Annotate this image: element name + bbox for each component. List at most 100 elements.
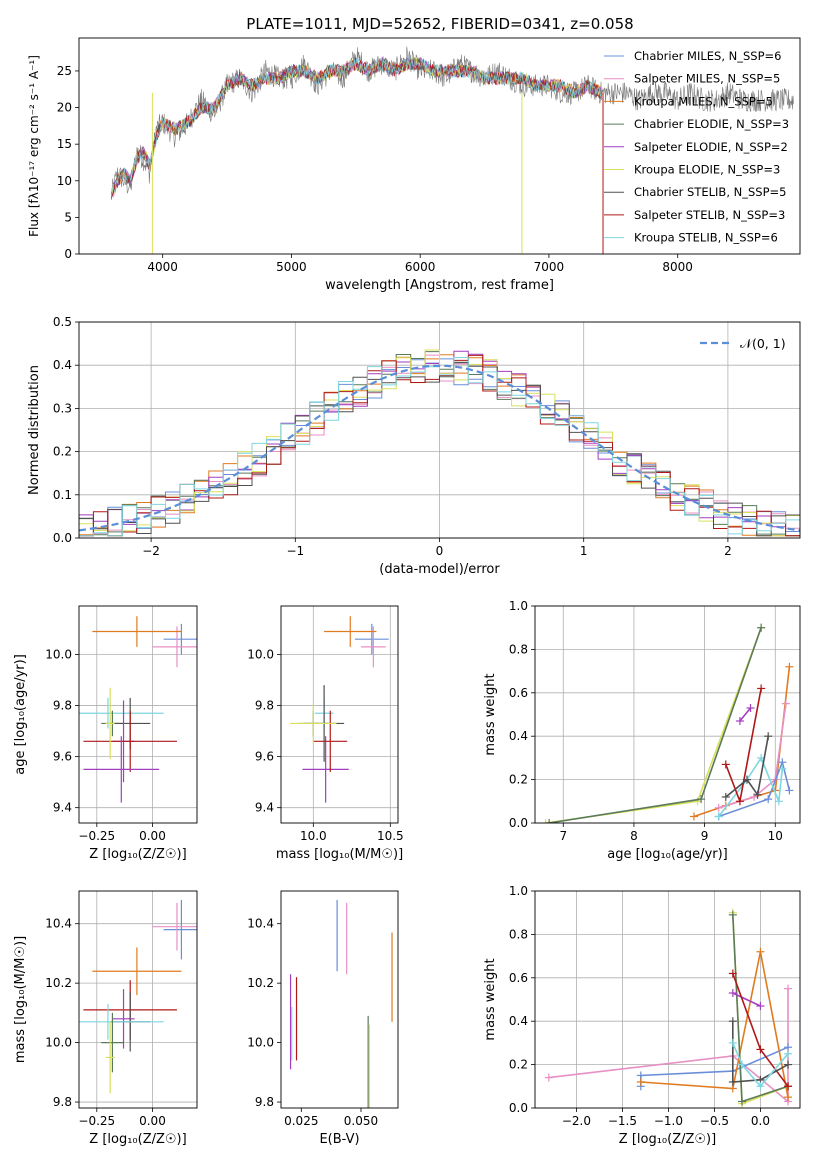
weight-line-kroupa_stelib bbox=[732, 1042, 789, 1088]
tick-label-y: 9.6 bbox=[255, 750, 274, 764]
tick-label-y: 0.4 bbox=[509, 729, 528, 743]
x-axis-label: Z [log₁₀(Z/Z☉)] bbox=[89, 1132, 186, 1147]
tick-label-x: 9 bbox=[701, 829, 709, 843]
legend-entry: Salpeter MILES, N_SSP=5 bbox=[634, 72, 780, 86]
tick-label-y: 25 bbox=[57, 64, 72, 78]
tick-label-x: 5000 bbox=[276, 260, 307, 274]
tick-label-y: 0.6 bbox=[509, 686, 528, 700]
tick-label-y: 5 bbox=[64, 210, 72, 224]
y-axis-label: age [log₁₀(age/yr)] bbox=[13, 654, 28, 775]
tick-label-x: −2 bbox=[142, 544, 160, 558]
tick-label-y: 10.0 bbox=[247, 648, 274, 662]
tick-label-x: 0.0 bbox=[751, 1114, 770, 1128]
plots-layer: 4000 5000 6000 7000 80000510152025wavelength… bbox=[13, 37, 801, 1147]
tick-label-x: 0.00 bbox=[139, 829, 166, 843]
x-axis-label: Z [log₁₀(Z/Z☉)] bbox=[619, 1132, 716, 1147]
axes-frame bbox=[78, 37, 801, 255]
legend-entry: Salpeter ELODIE, N_SSP=2 bbox=[634, 140, 788, 154]
tick-label-x: −1 bbox=[286, 544, 304, 558]
y-axis-label: Normed distribution bbox=[27, 365, 42, 495]
tick-label-x: 8 bbox=[630, 829, 638, 843]
x-axis-label: Z [log₁₀(Z/Z☉)] bbox=[89, 847, 186, 862]
y-axis-label: mass [log₁₀(M/M☉)] bbox=[13, 936, 28, 1063]
tick-label-x: 8000 bbox=[662, 260, 693, 274]
legend-entry: Chabrier ELODIE, N_SSP=3 bbox=[634, 117, 789, 131]
tick-label-x: 1 bbox=[580, 544, 588, 558]
axes-frame bbox=[78, 321, 801, 539]
legend-entry: Kroupa STELIB, N_SSP=6 bbox=[634, 231, 778, 245]
tick-label-y: 0.2 bbox=[509, 1058, 528, 1072]
tick-label-x: 10 bbox=[768, 829, 783, 843]
legend-entry: Chabrier STELIB, N_SSP=5 bbox=[634, 185, 786, 199]
tick-label-y: 0.0 bbox=[509, 816, 528, 830]
tick-label-x: −0.25 bbox=[78, 1114, 115, 1128]
tick-label-x: 6000 bbox=[405, 260, 436, 274]
tick-label-y: 10.0 bbox=[45, 648, 72, 662]
tick-label-y: 9.8 bbox=[255, 1095, 274, 1109]
axes-frame bbox=[280, 605, 399, 824]
weight-line-kroupa_stelib bbox=[718, 756, 784, 817]
weight-line-kroupa_miles bbox=[640, 951, 789, 1098]
spectrum-model-kroupa_stelib bbox=[110, 57, 601, 196]
tick-label-x: 0.025 bbox=[284, 1114, 318, 1128]
axes-z-age: −0.25 0.00 9.4 9.6 9.8 10.0 Z [log₁₀(Z/Z☉)] age… bbox=[13, 605, 198, 862]
tick-label-y: 9.6 bbox=[53, 750, 72, 764]
axes-ebv-mass: 0.025 0.050 9.8 10.0 10.2 10.4 E(B-V) bbox=[247, 890, 399, 1147]
tick-label-y: 9.8 bbox=[53, 699, 72, 713]
x-axis-label: wavelength [Angstrom, rest frame] bbox=[325, 278, 554, 293]
spectrum-legend: Chabrier MILES, N_SSP=6 Salpeter MILES, N… bbox=[604, 49, 789, 245]
plot-area-ebv-mass bbox=[289, 899, 393, 1108]
tick-label-y: 0.0 bbox=[53, 531, 72, 545]
tick-label-y: 0.6 bbox=[509, 971, 528, 985]
tick-label-y: 9.4 bbox=[53, 801, 72, 815]
tick-label-y: 10.2 bbox=[45, 976, 72, 990]
tick-label-y: 0.5 bbox=[53, 315, 72, 329]
weight-line-chabrier_miles bbox=[718, 759, 791, 818]
tick-label-y: 10.0 bbox=[45, 1036, 72, 1050]
x-axis-label: age [log₁₀(age/yr)] bbox=[607, 847, 728, 862]
y-axis-label: mass weight bbox=[483, 673, 498, 755]
tick-label-y: 15 bbox=[57, 137, 72, 151]
tick-label-y: 0.4 bbox=[53, 358, 72, 372]
axes-mass-age: 10.0 10.5 9.4 9.6 9.8 10.0 mass [log₁₀(M/M☉)] bbox=[247, 605, 404, 862]
tick-label-y: 9.4 bbox=[255, 801, 274, 815]
tick-label-x: −1.5 bbox=[608, 1114, 637, 1128]
tick-label-x: 7000 bbox=[534, 260, 565, 274]
tick-label-y: 1.0 bbox=[509, 884, 528, 898]
tick-label-x: −0.25 bbox=[78, 829, 115, 843]
plot-area-mass-age bbox=[290, 616, 389, 803]
tick-label-x: 0.00 bbox=[139, 1114, 166, 1128]
axes-frame bbox=[534, 605, 801, 824]
plot-area-spectrum bbox=[110, 46, 794, 254]
tick-label-x: 0.050 bbox=[344, 1114, 378, 1128]
axes-z-weight: −2.0 −1.5 −1.0 −0.5 0.0 0.0 0.2 0.4 0.6 0.8 1.0 Z [… bbox=[483, 884, 801, 1147]
axes-frame bbox=[534, 890, 801, 1109]
tick-label-x: 4000 bbox=[147, 260, 178, 274]
axes-frame bbox=[280, 890, 399, 1109]
tick-label-y: 0.2 bbox=[53, 445, 72, 459]
tick-label-x: 0 bbox=[436, 544, 444, 558]
x-axis-label: mass [log₁₀(M/M☉)] bbox=[276, 847, 403, 862]
histogram-kroupa_elodie bbox=[79, 349, 800, 538]
plot-area-residuals bbox=[79, 349, 800, 538]
tick-label-y: 0.4 bbox=[509, 1014, 528, 1028]
plot-area-z-mass bbox=[79, 899, 197, 1094]
axes-z-mass: −0.25 0.00 9.8 10.0 10.2 10.4 Z [log₁₀(Z/Z☉)] m… bbox=[13, 890, 198, 1147]
tick-label-y: 0.2 bbox=[509, 773, 528, 787]
y-axis-label: mass weight bbox=[483, 958, 498, 1040]
tick-label-y: 10 bbox=[57, 174, 72, 188]
axes-age-weight: 7 8 9 10 0.0 0.2 0.4 0.6 0.8 1.0 age [log₁₀(age/yr… bbox=[483, 599, 801, 862]
legend-entry: Salpeter STELIB, N_SSP=3 bbox=[634, 208, 785, 222]
tick-label-y: 0.0 bbox=[509, 1101, 528, 1115]
plot-area-z-age bbox=[79, 616, 197, 803]
tick-label-y: 10.0 bbox=[247, 1036, 274, 1050]
tick-label-x: −0.5 bbox=[700, 1114, 729, 1128]
y-axis-label: Flux [fλ10⁻¹⁷ erg cm⁻² s⁻¹ A⁻¹] bbox=[27, 55, 41, 237]
x-axis-label: E(B-V) bbox=[319, 1132, 359, 1147]
legend-entry: Kroupa MILES, N_SSP=5 bbox=[634, 94, 773, 108]
tick-label-y: 0.1 bbox=[53, 488, 72, 502]
tick-label-x: 10.0 bbox=[300, 829, 327, 843]
tick-label-y: 0.8 bbox=[509, 927, 528, 941]
weight-line-salpeter_stelib bbox=[725, 688, 762, 805]
